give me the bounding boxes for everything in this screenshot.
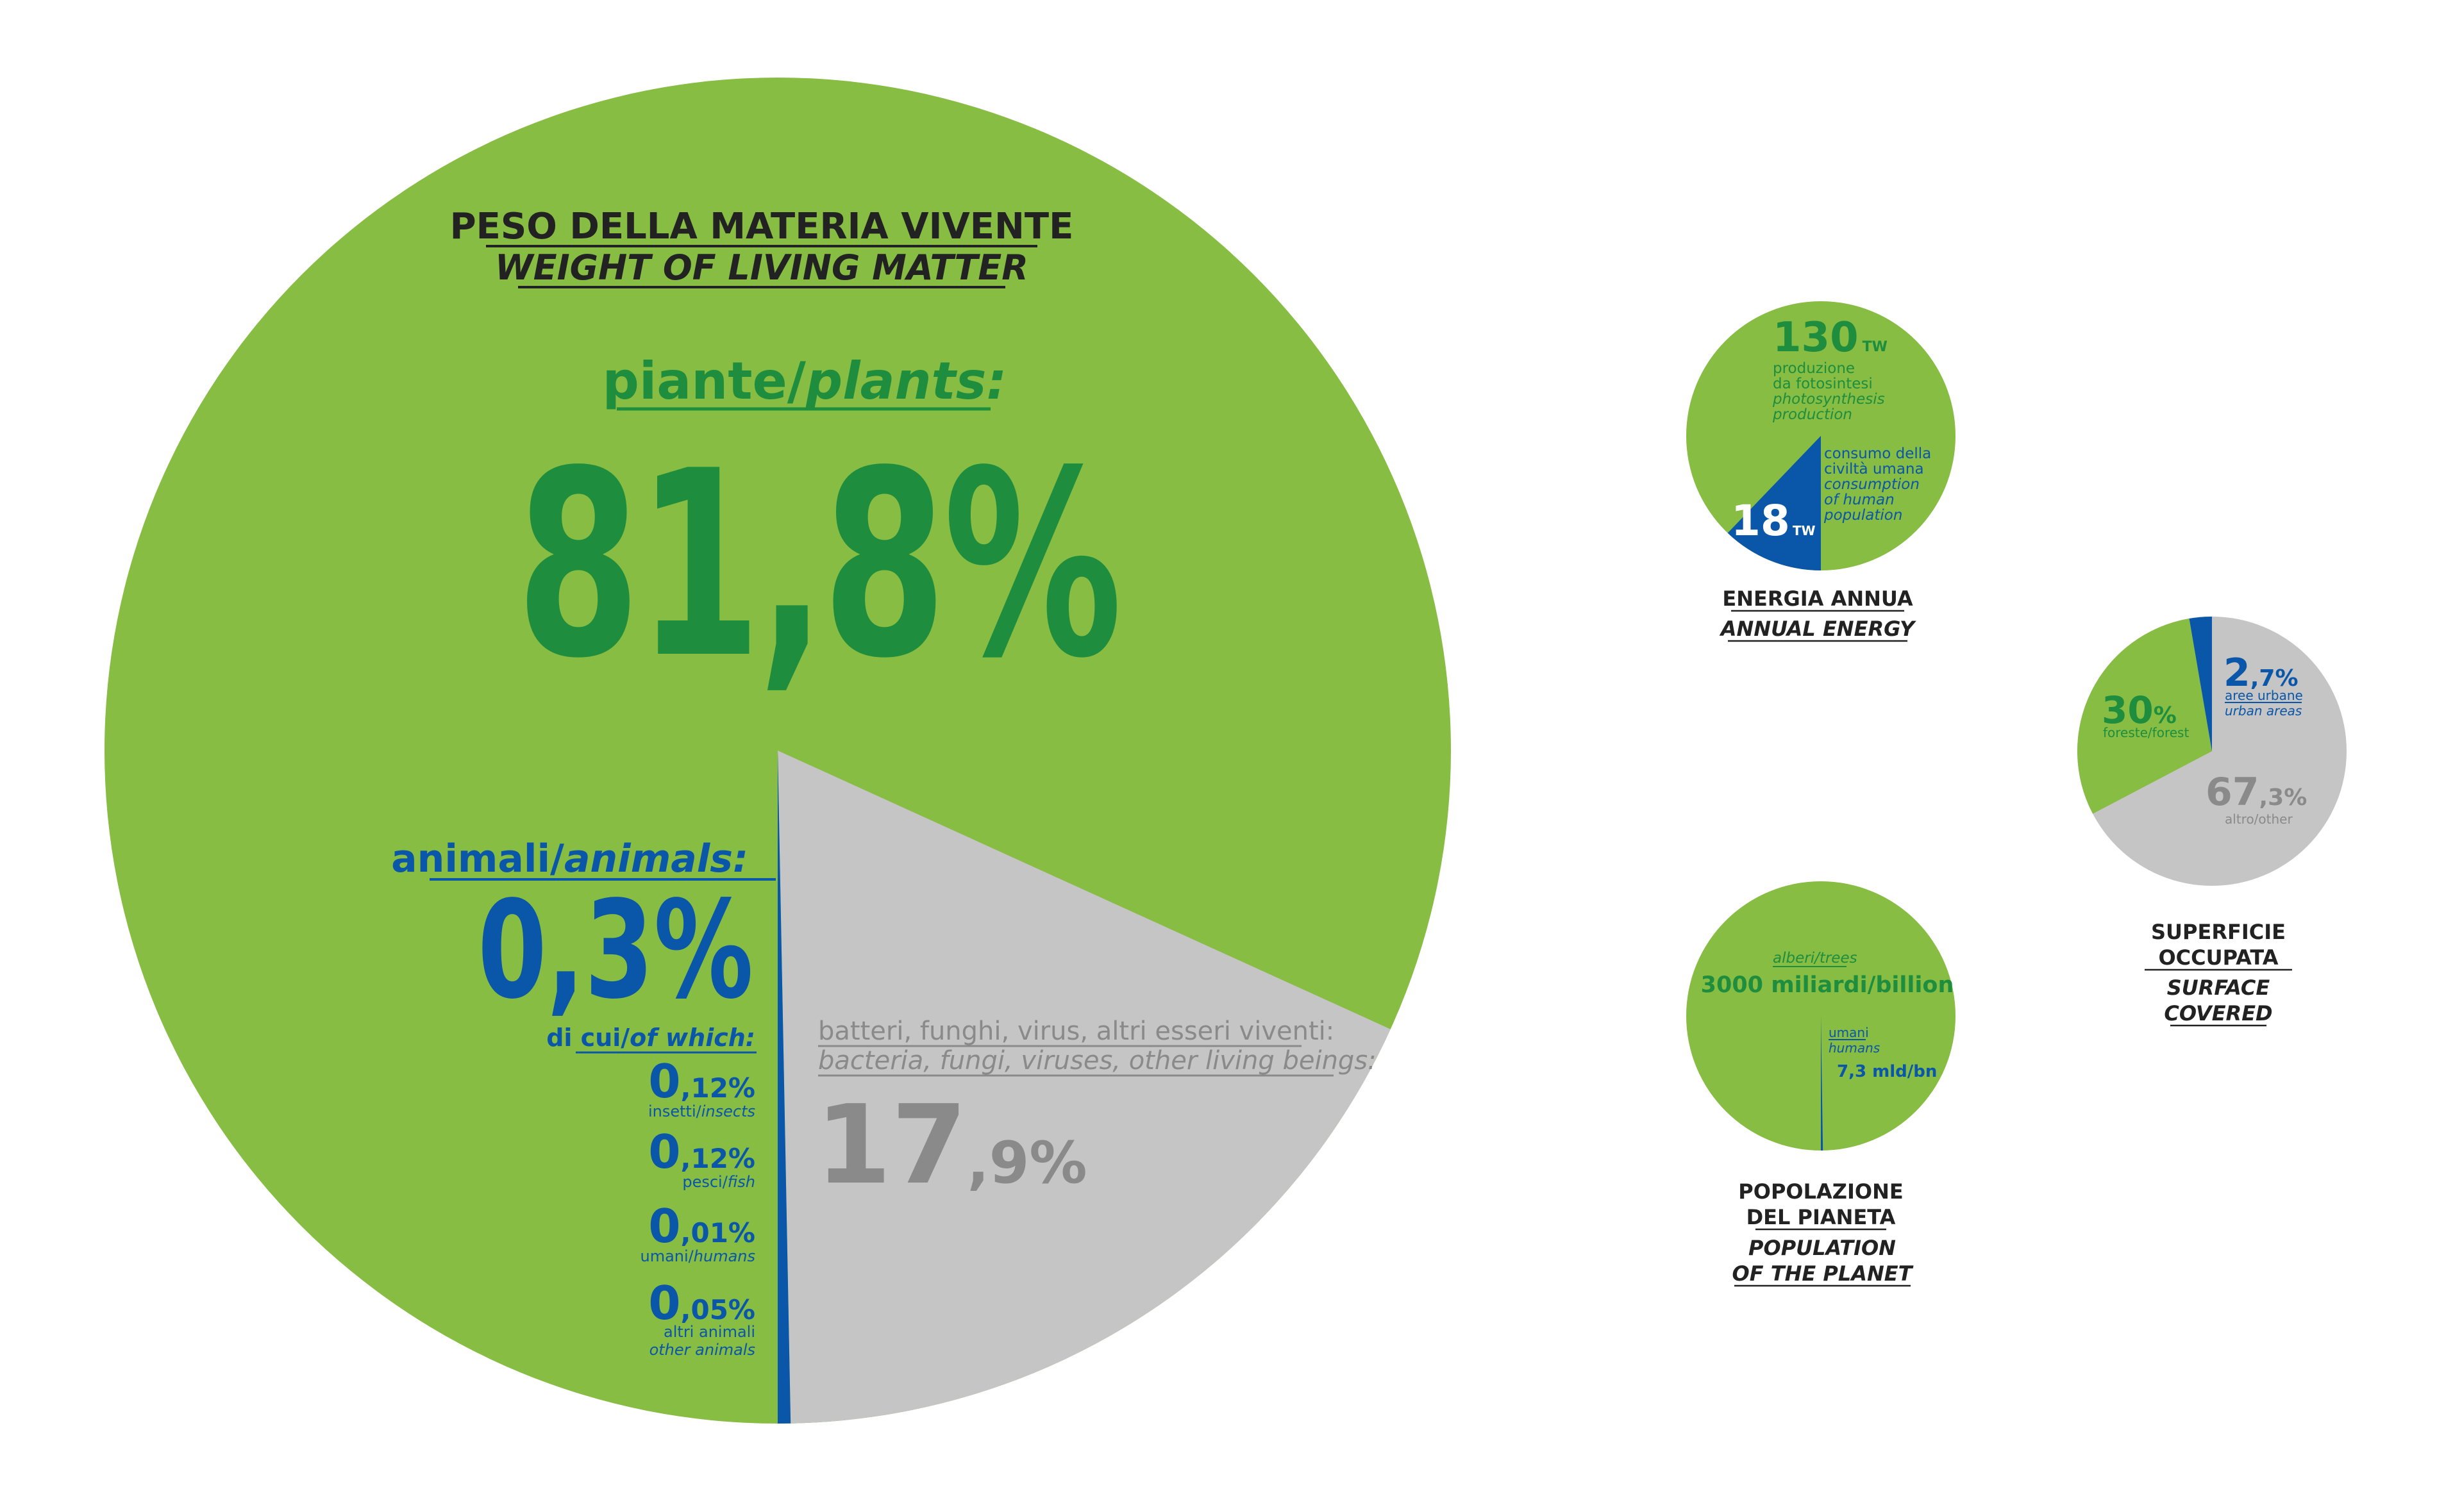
other-animals-value: 0,05% — [648, 1276, 755, 1330]
surface-other-label: altro/other — [2225, 811, 2293, 827]
breakdown-other-animals: 0,05% altri animali other animals — [648, 1276, 755, 1359]
insects-value: 0,12% — [648, 1054, 755, 1108]
plants-label: piante/plants: — [603, 351, 1007, 411]
fish-value: 0,12% — [648, 1125, 755, 1179]
energy-consumption-line2: civiltà umana — [1824, 461, 1924, 478]
breakdown-header: di cui/of which: — [546, 1024, 755, 1052]
energy-slice-human-consumption — [1727, 436, 1821, 570]
humans-value: 0,01% — [648, 1199, 755, 1253]
population-slice-humans — [1821, 1016, 1823, 1151]
surface-forest-value: 30% — [2102, 688, 2177, 732]
surface-title-line2: OCCUPATA — [2158, 945, 2278, 970]
pie-slice-bacteria — [778, 751, 1391, 1424]
energy-consumption-line4: of human — [1824, 492, 1895, 508]
population-title-line1: POPOLAZIONE — [1738, 1179, 1903, 1204]
population-humans-label-it: umani — [1829, 1025, 1869, 1040]
population-subtitle-line2: OF THE PLANET — [1732, 1261, 1914, 1286]
energy-pie-chart — [1686, 301, 1955, 570]
surface-urban-value: 2,7% — [2223, 651, 2299, 695]
energy-consumption-line5: population — [1823, 507, 1902, 524]
population-trees-value: 3000 miliardi/billion — [1701, 972, 1954, 998]
energy-photosynthesis-line3: photosynthesis — [1772, 391, 1885, 408]
bacteria-value: 17,9% — [816, 1082, 1087, 1209]
energy-subtitle: ANNUAL ENERGY — [1719, 617, 1916, 641]
animals-label: animali/animals: — [391, 836, 748, 881]
humans-label: umani/humans — [641, 1247, 756, 1265]
fish-label: pesci/fish — [682, 1173, 755, 1191]
breakdown-fish: 0,12% pesci/fish — [648, 1125, 755, 1191]
pie-slice-animals — [778, 751, 791, 1424]
surface-slice-urban — [2189, 617, 2212, 751]
insects-label: insetti/insects — [648, 1102, 755, 1120]
population-title-line2: DEL PIANETA — [1746, 1205, 1896, 1229]
energy-photosynthesis-value: 130 TW — [1773, 314, 1888, 361]
surface-other-value: 67,3% — [2206, 770, 2307, 815]
surface-slice-forest — [2077, 619, 2212, 814]
main-chart-subtitle: WEIGHT OF LIVING MATTER — [495, 247, 1028, 288]
energy-title: ENERGIA ANNUA — [1722, 586, 1913, 611]
population-subtitle-line1: POPULATION — [1748, 1236, 1896, 1260]
population-pie-chart — [1686, 881, 1955, 1151]
energy-photosynthesis-line2: da fotosintesi — [1773, 376, 1873, 392]
bacteria-label-en: bacteria, fungi, viruses, other living b… — [818, 1046, 1377, 1076]
population-humans-value: 7,3 mld/bn — [1837, 1062, 1937, 1081]
animals-value: 0,3% — [478, 872, 753, 1029]
other-animals-label-it: altri animali — [664, 1323, 755, 1341]
plants-value: 81,8% — [516, 417, 1119, 715]
other-animals-label-en: other animals — [649, 1341, 755, 1359]
energy-photosynthesis-line1: produzione — [1773, 360, 1855, 377]
surface-urban-label-en: urban areas — [2225, 703, 2302, 719]
surface-urban-label-it: aree urbane — [2225, 688, 2303, 703]
main-chart-title: PESO DELLA MATERIA VIVENTE — [450, 206, 1074, 247]
population-trees-label: alberi/trees — [1773, 950, 1857, 967]
energy-consumption-value: 18 TW — [1731, 496, 1816, 545]
surface-title-line1: SUPERFICIE — [2151, 920, 2286, 944]
energy-consumption-line1: consumo della — [1824, 445, 1931, 462]
population-humans-label-en: humans — [1829, 1040, 1880, 1056]
surface-subtitle-line1: SURFACE — [2167, 976, 2270, 1000]
surface-forest-label: foreste/forest — [2103, 725, 2189, 740]
breakdown-humans: 0,01% umani/humans — [641, 1199, 756, 1265]
main-pie-chart — [105, 78, 1451, 1424]
bacteria-label-it: batteri, funghi, virus, altri esseri viv… — [818, 1017, 1334, 1046]
breakdown-insects: 0,12% insetti/insects — [648, 1054, 755, 1120]
surface-subtitle-line2: COVERED — [2164, 1001, 2272, 1026]
energy-consumption-line3: consumption — [1824, 476, 1920, 493]
energy-photosynthesis-line4: production — [1772, 406, 1852, 423]
surface-pie-chart — [2077, 617, 2347, 886]
